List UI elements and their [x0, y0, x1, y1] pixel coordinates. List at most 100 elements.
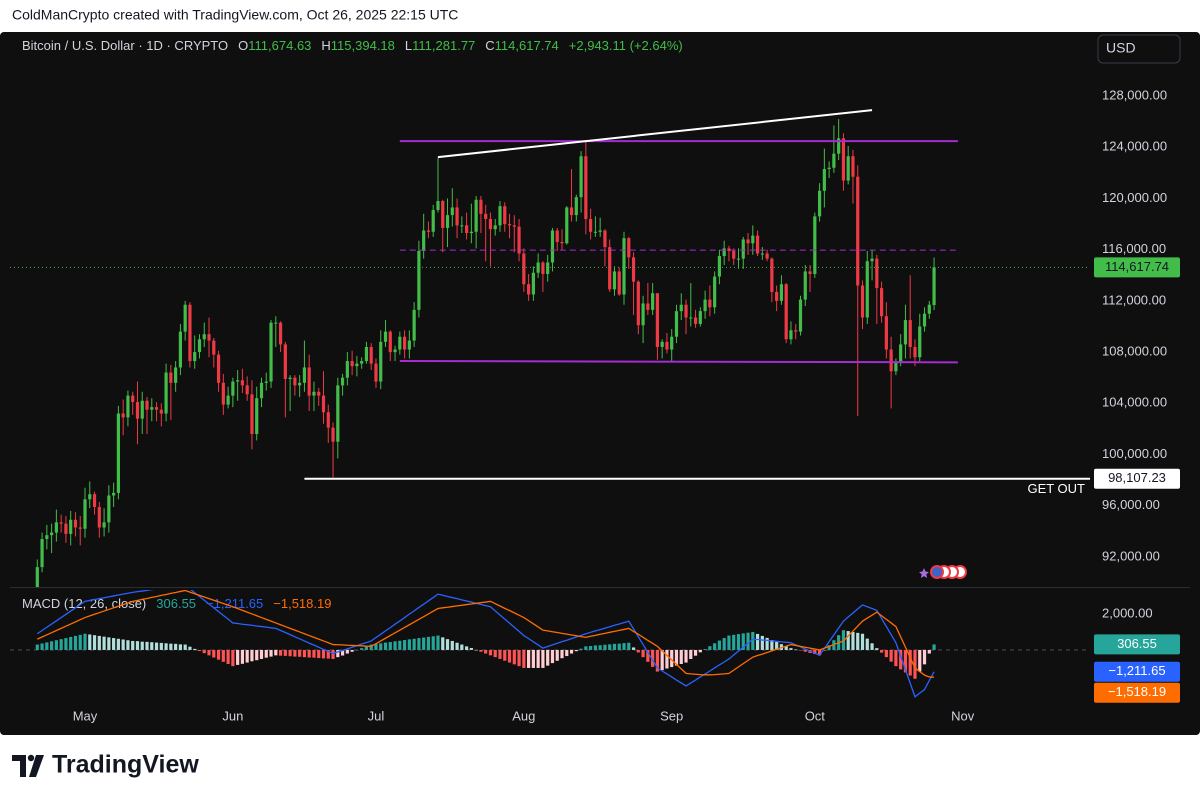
candle-body — [193, 352, 197, 362]
candle-body — [154, 407, 159, 410]
histogram-bar — [97, 635, 101, 650]
candle-body — [794, 330, 798, 332]
histogram-bar — [102, 636, 106, 650]
candle-body — [212, 340, 216, 355]
candle-body — [641, 303, 645, 326]
histogram-bar — [64, 638, 68, 650]
histogram-bar — [321, 649, 326, 659]
candle-body — [121, 413, 125, 418]
histogram-bar — [784, 645, 788, 650]
histogram-bar — [875, 648, 879, 650]
candle-body — [841, 138, 846, 181]
histogram-bar — [126, 640, 130, 650]
candle-body — [112, 492, 116, 496]
histogram-bar — [636, 649, 640, 653]
histogram-bar — [364, 646, 369, 650]
histogram-bar — [140, 641, 144, 650]
histogram-bar — [522, 649, 526, 668]
candle-body — [584, 156, 588, 219]
candle-body — [837, 138, 841, 154]
candle-body — [465, 225, 469, 234]
currency[interactable]: USD — [1106, 40, 1136, 56]
candle-body — [422, 230, 426, 251]
event-icon[interactable] — [930, 565, 944, 579]
histogram-bar — [264, 649, 268, 658]
histogram-bar — [121, 639, 125, 650]
price-label: 98,107.23 — [1108, 470, 1166, 485]
histogram-bar — [240, 649, 245, 664]
histogram-bar — [455, 642, 459, 650]
candle-body — [493, 225, 497, 230]
candle-body — [732, 250, 736, 259]
candle-body — [97, 506, 101, 528]
candle-body — [498, 206, 502, 226]
candle-body — [78, 527, 82, 529]
candle-body — [331, 427, 335, 442]
histogram-bar — [517, 649, 521, 667]
histogram-bar — [197, 649, 202, 652]
candle-body — [426, 230, 431, 232]
histogram-bar — [226, 649, 230, 664]
candle-body — [340, 377, 345, 386]
event-star[interactable] — [919, 568, 929, 578]
histogram-bar — [803, 649, 807, 652]
histogram-bar — [422, 637, 426, 650]
candle-body — [803, 271, 807, 300]
histogram-bar — [741, 633, 745, 650]
candle-body — [879, 288, 884, 317]
histogram-bar — [627, 642, 631, 650]
candle-body — [293, 377, 297, 386]
histogram-bar — [684, 649, 688, 663]
histogram-value: 306.55 — [156, 596, 196, 611]
candle-body — [856, 176, 860, 286]
candle-body — [779, 284, 784, 301]
candle-body — [717, 256, 722, 277]
logo-part — [27, 754, 35, 762]
candle-body — [922, 313, 927, 327]
histogram-bar — [736, 634, 741, 650]
legend-value: 114,617.74 — [495, 38, 559, 53]
histogram-bar — [631, 647, 636, 650]
candle-body — [455, 207, 459, 226]
histogram-bar — [388, 642, 392, 650]
candle-body — [689, 317, 693, 319]
candle-body — [312, 391, 316, 396]
histogram-bar — [689, 649, 693, 659]
candle-body — [741, 239, 745, 259]
candle-body — [603, 230, 607, 248]
candle-body — [598, 230, 602, 232]
histogram-bar — [150, 642, 154, 650]
histogram-bar — [913, 649, 917, 679]
histogram-bar — [798, 649, 803, 651]
histogram-bar — [660, 649, 664, 671]
candle-body — [913, 346, 917, 358]
candle-body — [827, 167, 831, 170]
candle-body — [612, 271, 617, 290]
currency-button[interactable] — [1097, 34, 1181, 64]
histogram-bar — [531, 649, 535, 668]
drawing-line — [437, 109, 873, 159]
candle-body — [646, 303, 650, 310]
events[interactable] — [919, 565, 967, 579]
credit: ColdManCrypto created with TradingView.c… — [12, 7, 458, 23]
candle-body — [326, 412, 330, 428]
candle-body — [565, 207, 569, 244]
histogram-value-label: 306.55 — [1117, 636, 1157, 651]
histogram-bar — [355, 649, 359, 651]
y-tick-label: 120,000.00 — [1102, 190, 1167, 205]
histogram-bar — [398, 640, 402, 650]
histogram-bar — [646, 649, 650, 662]
histogram-bar — [274, 649, 278, 656]
histogram-bar — [555, 649, 559, 661]
candle-body — [269, 322, 273, 382]
histogram-bar — [579, 648, 583, 650]
histogram-bar — [527, 649, 531, 668]
histogram-bar — [903, 649, 908, 673]
histogram-bar — [908, 649, 912, 676]
candle-body — [479, 199, 483, 214]
axes: 92,000.00 96,000.00 100,000.00 104,000.00 10… — [73, 88, 1180, 723]
x-tick-label: Aug — [512, 708, 535, 723]
x-tick-label: Jul — [368, 708, 385, 723]
candle-body — [651, 293, 655, 310]
histogram-bar — [193, 648, 197, 650]
